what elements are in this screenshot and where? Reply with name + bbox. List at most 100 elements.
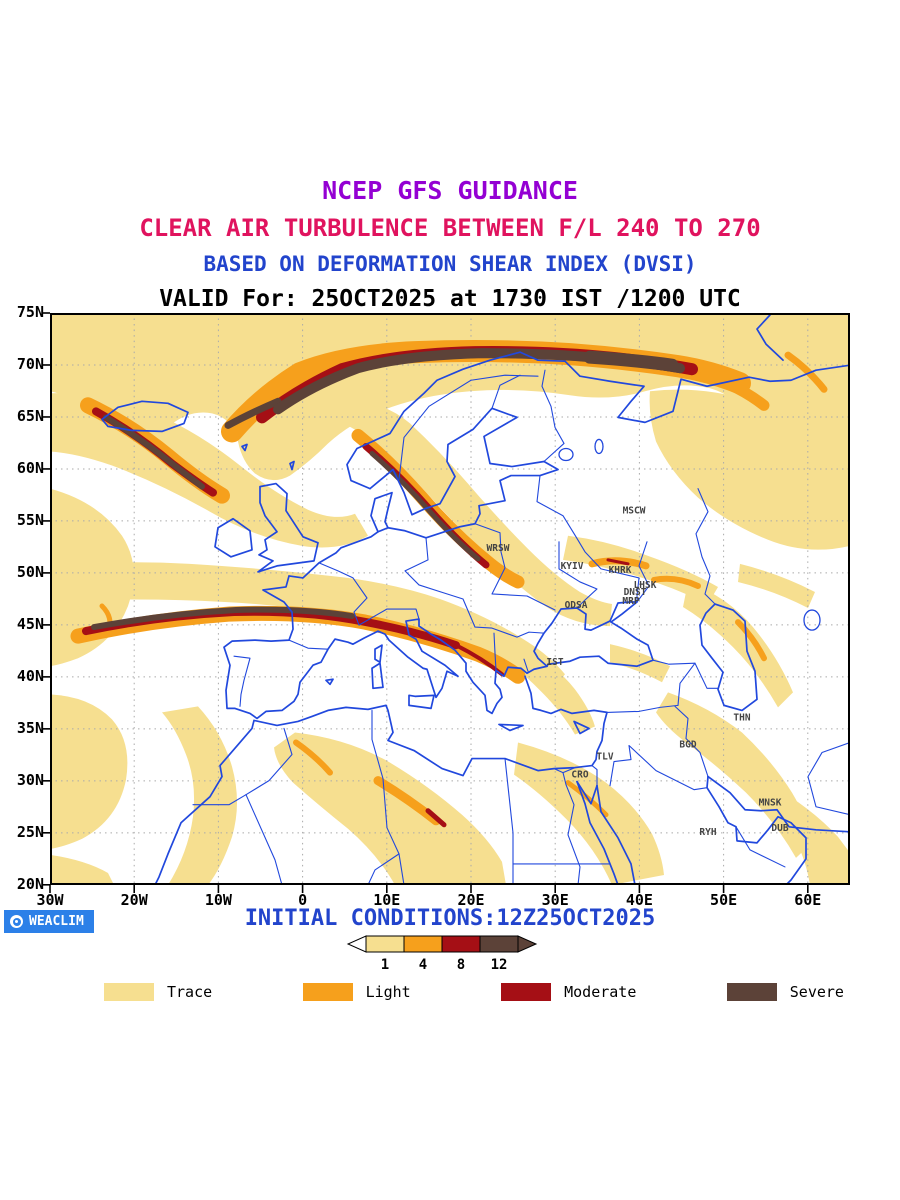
coastline-black-sea	[533, 601, 654, 668]
title-model: NCEP GFS GUIDANCE	[322, 176, 578, 205]
lon-label-30W: 30W	[36, 891, 64, 909]
lake-aral	[803, 609, 821, 631]
trace-region	[338, 402, 612, 627]
city-label-dnst: DNST	[624, 587, 647, 598]
border-line	[474, 523, 556, 611]
lat-label-65N: 65N	[16, 407, 44, 425]
trace-shading	[50, 313, 850, 885]
severe-band	[369, 450, 481, 562]
lon-label-40E: 40E	[625, 891, 653, 909]
river-nile-delta	[553, 767, 576, 774]
map-frame	[50, 313, 850, 885]
border-line	[233, 655, 251, 707]
city-label-mscw: MSCW	[623, 506, 646, 517]
city-label-ryh: RYH	[699, 827, 716, 838]
scale-box-severe	[479, 935, 519, 953]
coastline-ireland	[214, 517, 253, 558]
border-line	[541, 369, 565, 463]
city-label-mnsk: MNSK	[759, 798, 782, 809]
coastline-west-europe	[223, 530, 548, 720]
scale-value-1: 1	[381, 957, 389, 973]
coastline-red-sea-west	[576, 780, 619, 885]
border-line	[371, 709, 384, 780]
lat-label-30N: 30N	[16, 771, 44, 789]
trace-region	[656, 692, 812, 858]
light-band	[735, 619, 767, 662]
border-line	[536, 475, 640, 603]
border-line	[493, 632, 497, 671]
scale-right-arrow	[517, 935, 538, 953]
city-label-cro: CRO	[571, 770, 588, 781]
coastline-shetland	[289, 460, 295, 471]
border-line	[609, 744, 708, 791]
coastline-persian-gulf-south	[706, 775, 807, 885]
legend-label-severe: Severe	[789, 983, 844, 1001]
border-line	[245, 727, 293, 796]
border-line	[606, 704, 679, 713]
initial-conditions-text: INITIAL CONDITIONS:12Z25OCT2025	[244, 906, 656, 931]
lat-label-40N: 40N	[16, 667, 44, 685]
scale-box-moderate	[441, 935, 481, 953]
trace-region	[610, 644, 670, 683]
legend-swatch-severe	[726, 983, 777, 1001]
border-line	[504, 758, 514, 885]
coastline-sinai	[576, 780, 598, 805]
severe-band	[91, 606, 355, 631]
scale-box-light	[403, 935, 443, 953]
coastlines	[101, 314, 850, 885]
moderate-band	[425, 808, 447, 828]
scale-left-arrow	[346, 935, 367, 953]
coastline-caspian	[699, 603, 758, 712]
river-nile	[562, 772, 581, 885]
lat-label-45N: 45N	[16, 615, 44, 633]
lat-label-20N: 20N	[16, 875, 44, 893]
scale-value-4: 4	[419, 957, 427, 973]
legend-item-light: Light	[302, 983, 411, 1001]
coastline-denmark	[370, 491, 393, 533]
trace-region	[162, 706, 237, 885]
border-line	[192, 794, 247, 806]
border-line	[523, 658, 529, 672]
city-label-thn: THN	[733, 712, 750, 723]
lat-label-60N: 60N	[16, 459, 44, 477]
coastline-mallorca	[325, 678, 334, 686]
coastline-cyprus	[573, 720, 590, 735]
coastline-baltic	[369, 407, 559, 539]
scale-value-12: 12	[491, 957, 508, 973]
lon-label-50E: 50E	[710, 891, 738, 909]
light-band	[293, 739, 333, 776]
scale-numbers: 1 4 8 12	[381, 957, 508, 973]
coastline-mediterranean-africa	[154, 675, 608, 885]
coastline-persian-gulf-north	[707, 775, 850, 833]
lat-label-25N: 25N	[16, 823, 44, 841]
coastline-crete	[498, 723, 524, 732]
border-line	[491, 374, 521, 409]
city-label-kyiv: KYIV	[561, 561, 584, 572]
border-line	[398, 374, 539, 481]
border-line	[807, 741, 850, 816]
city-label-mrp: MRP	[622, 596, 639, 607]
lon-label-10W: 10W	[204, 891, 232, 909]
city-label-tlv: TLV	[596, 752, 613, 763]
city-label-ist: IST	[546, 657, 563, 668]
border-line	[318, 562, 368, 626]
trace-region	[50, 562, 565, 693]
lon-label-30E: 30E	[541, 891, 569, 909]
scale-value-8: 8	[457, 957, 465, 973]
legend: Trace Light Moderate Severe	[0, 983, 900, 1001]
coastline-sardinia	[371, 662, 384, 690]
severe-band	[224, 397, 282, 429]
city-label-lhsk: LHSK	[634, 580, 657, 591]
city-label-khrk: KHRK	[609, 565, 632, 576]
axis-ticks	[42, 312, 809, 894]
title-product: CLEAR AIR TURBULENCE BETWEEN F/L 240 TO …	[139, 214, 761, 242]
city-label-odsa: ODSA	[565, 600, 588, 611]
city-label-bgd: BGD	[679, 740, 696, 751]
severe-shading	[91, 348, 685, 631]
trace-region	[738, 563, 815, 609]
title-method: BASED ON DEFORMATION SHEAR INDEX (DVSI)	[203, 252, 697, 276]
lake-onega	[594, 438, 604, 455]
weaclim-logo-icon	[10, 915, 23, 928]
